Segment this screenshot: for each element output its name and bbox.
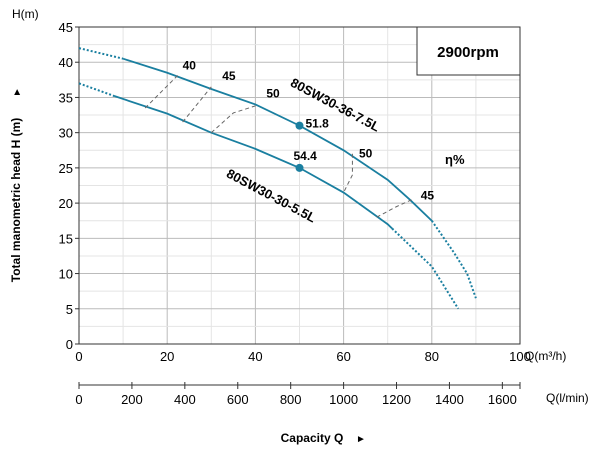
x2-tick-label: 1200 (382, 392, 411, 407)
x-tick-label: 100 (509, 349, 531, 364)
efficiency-line (376, 199, 413, 218)
y-unit-label: H(m) (12, 7, 39, 21)
y-tick-label: 15 (59, 231, 73, 246)
y-tick-label: 5 (66, 302, 73, 317)
y-axis-arrow: ► (12, 87, 23, 97)
efficiency-line (144, 74, 179, 109)
y-tick-label: 30 (59, 126, 73, 141)
x2-tick-label: 400 (174, 392, 196, 407)
curve-dotted-end (391, 227, 460, 310)
bep-label: 54.4 (294, 149, 318, 163)
x2-tick-label: 800 (280, 392, 302, 407)
bep-label: 51.8 (306, 117, 330, 131)
efficiency-line (182, 86, 212, 123)
x2-tick-label: 1600 (488, 392, 517, 407)
y-tick-label: 45 (59, 20, 73, 35)
efficiency-line-label: 50 (266, 86, 280, 100)
x2-tick-label: 1000 (329, 392, 358, 407)
x-tick-label: 60 (336, 349, 350, 364)
efficiency-line-label: 45 (222, 69, 236, 83)
x2-tick-label: 600 (227, 392, 249, 407)
x-unit-label: Q(m³/h) (525, 349, 566, 363)
x2-tick-label: 1400 (435, 392, 464, 407)
x-tick-label: 40 (248, 349, 262, 364)
efficiency-line-label: 50 (359, 146, 373, 160)
y-tick-label: 20 (59, 196, 73, 211)
series-label: 80SW30-30-5.5L (224, 166, 318, 226)
efficiency-label: η% (445, 152, 465, 167)
speed-label: 2900rpm (437, 44, 499, 61)
plot-frame (78, 26, 521, 345)
efficiency-line-label: 45 (421, 189, 435, 203)
y-tick-label: 25 (59, 161, 73, 176)
curve-dotted-start (78, 47, 124, 60)
y-tick-label: 10 (59, 267, 73, 282)
x2-unit-label: Q(l/min) (546, 391, 589, 405)
x2-tick-label: 0 (75, 392, 82, 407)
curve-dotted-start (78, 82, 115, 97)
efficiency-line (210, 105, 256, 134)
x-axis-title: Capacity Q (281, 431, 344, 445)
speed-box (416, 26, 521, 76)
x-axis-arrow: ► (356, 434, 366, 445)
x2-tick-label: 200 (121, 392, 143, 407)
y-axis-title: Total manometric head H (m) (9, 118, 23, 282)
y-tick-label: 0 (66, 337, 73, 352)
curve-80SW30-30-5.5L (113, 95, 393, 230)
bep-point (295, 163, 304, 172)
efficiency-line (343, 153, 353, 193)
efficiency-line-label: 40 (183, 58, 197, 72)
x-tick-label: 20 (160, 349, 174, 364)
curve-dotted-end (430, 220, 477, 299)
bep-point (295, 121, 304, 130)
x-tick-label: 0 (75, 349, 82, 364)
x-tick-label: 80 (425, 349, 439, 364)
y-tick-label: 35 (59, 90, 73, 105)
y-tick-label: 40 (59, 55, 73, 70)
